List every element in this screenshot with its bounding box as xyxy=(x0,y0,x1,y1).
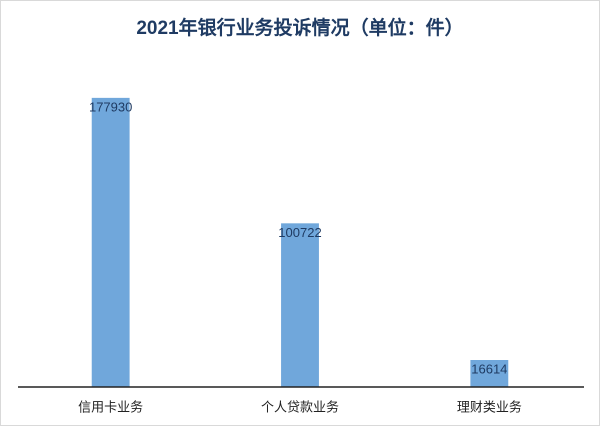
x-tick-label: 信用卡业务 xyxy=(78,399,143,414)
data-label: 177930 xyxy=(89,99,132,114)
data-label: 100722 xyxy=(278,225,321,240)
bar xyxy=(91,97,130,388)
bar xyxy=(470,360,509,387)
x-tick-label: 个人贷款业务 xyxy=(261,399,339,414)
bar xyxy=(281,223,319,387)
data-label: 16614 xyxy=(471,361,507,376)
x-tick-label: 理财类业务 xyxy=(457,399,522,414)
chart-title: 2021年银行业务投诉情况（单位：件） xyxy=(136,16,463,39)
